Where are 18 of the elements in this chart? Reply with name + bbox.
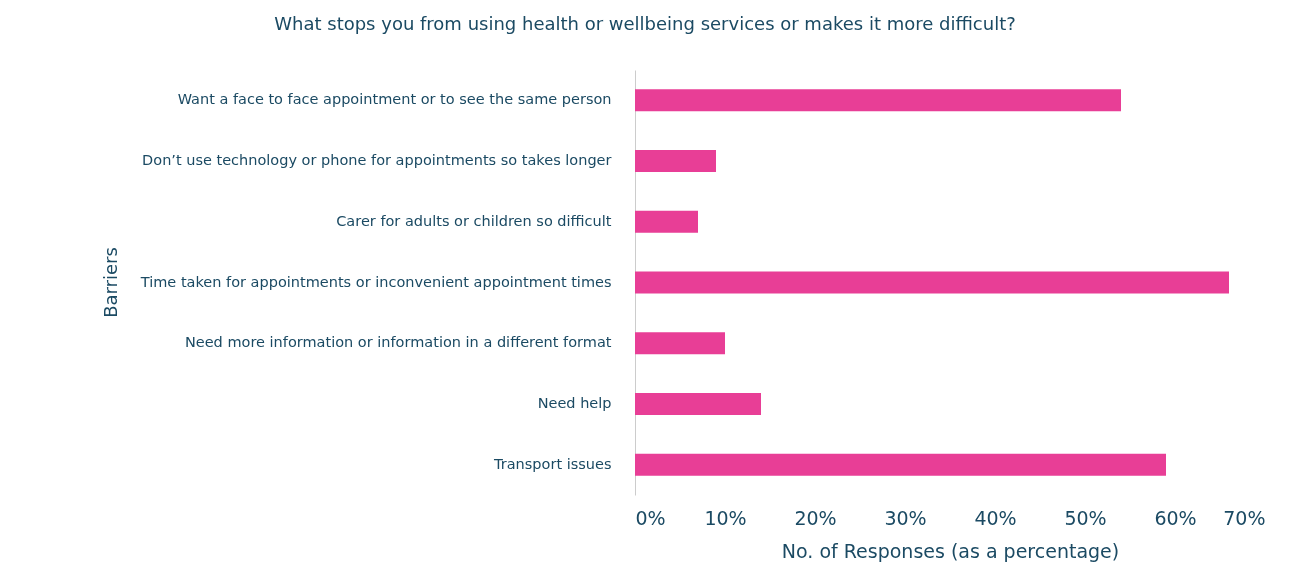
x-tick-label: 40% [974, 506, 1017, 529]
x-tick-label: 60% [1154, 506, 1197, 529]
x-tick-label: 10% [704, 506, 747, 529]
y-tick-label: Carer for adults or children so difficult [336, 212, 612, 229]
x-axis-title: No. of Responses (as a percentage) [781, 539, 1120, 562]
y-tick-label: Want a face to face appointment or to see the same person [177, 91, 612, 108]
chart-title: What stops you from using health or wellbeing services or makes it more difficult? [274, 13, 1016, 34]
x-tick-label: 70% [1223, 506, 1266, 529]
y-axis-title: Barriers [99, 247, 121, 318]
x-tick-label: 20% [794, 506, 837, 529]
x-tick-label: 0% [635, 506, 666, 529]
y-tick-label: Don’t use technology or phone for appointments so takes longer [142, 152, 612, 169]
x-tick-label: 50% [1064, 506, 1107, 529]
y-tick-label: Need help [537, 394, 612, 411]
y-tick-label: Need more information or information in a different format [184, 334, 612, 351]
x-tick-label: 30% [884, 506, 927, 529]
y-tick-label: Transport issues [493, 455, 612, 472]
y-tick-label: Time taken for appointments or inconvenient appointment times [139, 273, 612, 290]
